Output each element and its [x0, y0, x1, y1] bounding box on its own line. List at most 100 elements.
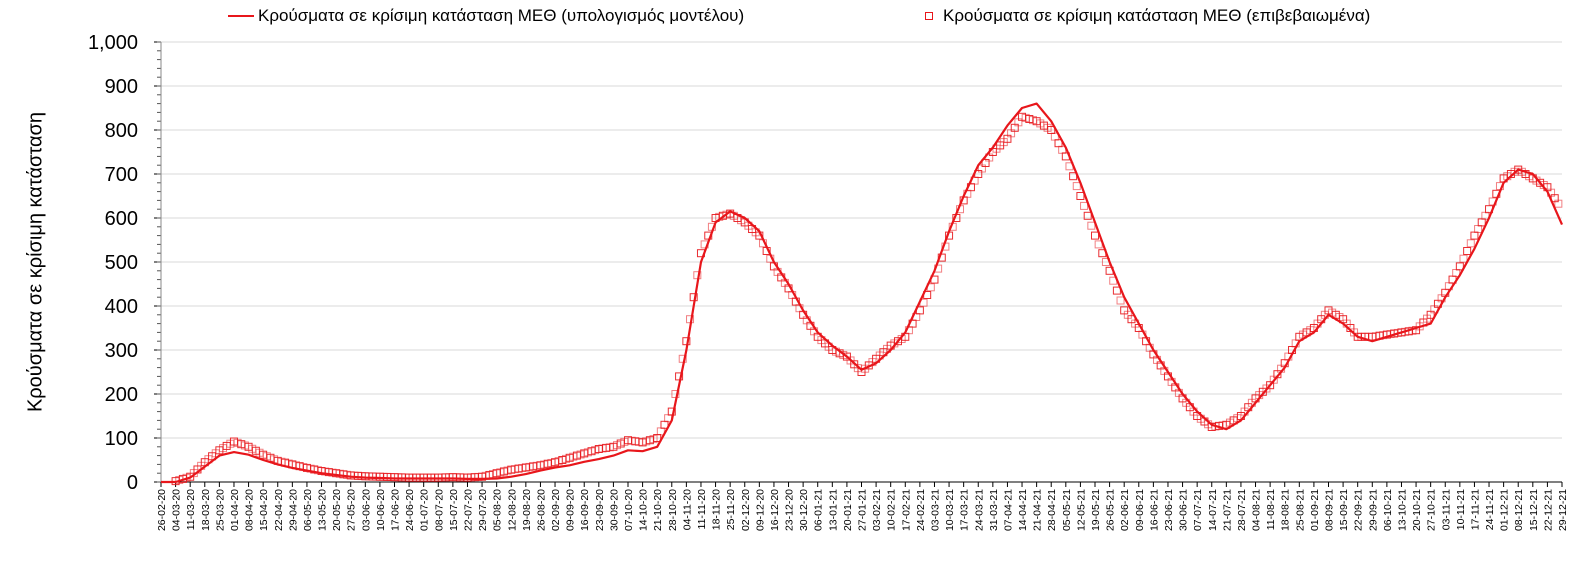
x-tick-label: 18-08-21 [1280, 489, 1292, 531]
x-tick-label: 29-09-21 [1367, 489, 1379, 531]
x-tick-label: 30-09-20 [608, 489, 620, 531]
x-tick-label: 24-11-21 [1484, 489, 1496, 530]
x-tick-label: 15-12-21 [1528, 489, 1540, 531]
y-tick-label: 1,000 [88, 32, 138, 54]
x-tick-label: 22-04-20 [273, 489, 285, 531]
x-tick-label: 17-02-21 [900, 489, 912, 531]
x-tick-label: 26-02-20 [156, 489, 168, 531]
y-tick-label: 0 [127, 472, 138, 494]
x-tick-label: 04-08-21 [1251, 489, 1263, 531]
y-tick-label: 900 [105, 76, 138, 98]
x-tick-label: 20-10-21 [1411, 489, 1423, 531]
x-tick-label: 26-08-20 [535, 489, 547, 531]
x-tick-label: 21-10-20 [652, 489, 664, 531]
x-tick-label: 05-05-21 [1061, 489, 1073, 531]
x-tick-label: 04-11-20 [681, 489, 693, 530]
y-tick-label: 400 [105, 296, 138, 318]
x-tick-label: 22-12-21 [1542, 489, 1554, 531]
x-tick-label: 01-12-21 [1499, 489, 1511, 531]
x-tick-label: 26-05-21 [1105, 489, 1117, 531]
x-tick-label: 02-06-21 [1119, 489, 1131, 531]
x-tick-label: 14-07-21 [1207, 489, 1219, 531]
line-swatch-icon [228, 15, 254, 17]
x-tick-label: 10-03-21 [944, 489, 956, 531]
x-tick-label: 20-01-21 [842, 489, 854, 531]
x-tick-label: 07-04-21 [1002, 489, 1014, 531]
x-tick-label: 02-09-20 [550, 489, 562, 531]
x-tick-label: 10-11-21 [1455, 489, 1467, 530]
y-tick-label: 200 [105, 384, 138, 406]
x-tick-label: 16-06-21 [1148, 489, 1160, 531]
x-tick-label: 17-06-20 [390, 489, 402, 531]
confirmed-series-markers [171, 112, 1563, 486]
x-tick-label: 20-05-20 [331, 489, 343, 531]
x-tick-label: 02-12-20 [740, 489, 752, 531]
x-tick-label: 07-07-21 [1192, 489, 1204, 531]
x-tick-label: 05-08-20 [492, 489, 504, 531]
x-tick-label: 12-05-21 [1075, 489, 1087, 531]
x-tick-label: 19-05-21 [1090, 489, 1102, 531]
x-tick-label: 21-07-21 [1221, 489, 1233, 531]
x-tick-label: 23-06-21 [1163, 489, 1175, 531]
x-tick-label: 18-11-20 [711, 489, 723, 530]
x-tick-label: 16-09-20 [579, 489, 591, 531]
x-tick-label: 08-12-21 [1513, 489, 1525, 531]
legend: Κρούσματα σε κρίσιμη κατάσταση ΜΕΘ (υπολ… [0, 6, 1588, 32]
x-tick-label: 18-03-20 [200, 489, 212, 531]
x-tick-label: 15-04-20 [258, 489, 270, 531]
x-tick-label: 04-03-20 [171, 489, 183, 531]
x-tick-label: 30-12-20 [798, 489, 810, 531]
x-tick-label: 24-02-21 [915, 489, 927, 531]
x-tick-label: 03-11-21 [1440, 489, 1452, 530]
model-series-line [161, 102, 1564, 484]
square-marker-icon [925, 12, 933, 20]
x-tick-label: 10-02-21 [886, 489, 898, 531]
x-tick-label: 24-06-20 [404, 489, 416, 531]
y-tick-label: 300 [105, 340, 138, 362]
x-tick-label: 01-07-20 [419, 489, 431, 531]
x-tick-label: 09-12-20 [754, 489, 766, 531]
y-tick-label: 800 [105, 120, 138, 142]
x-tick-label: 06-01-21 [813, 489, 825, 531]
x-tick-label: 24-03-21 [973, 489, 985, 531]
x-tick-label: 28-04-21 [1046, 489, 1058, 531]
x-tick-label: 14-10-20 [638, 489, 650, 531]
x-tick-label: 22-09-21 [1353, 489, 1365, 531]
x-tick-label: 08-09-21 [1324, 489, 1336, 531]
x-tick-label: 31-03-21 [988, 489, 1000, 531]
x-tick-label: 11-08-21 [1265, 489, 1277, 530]
x-tick-label: 11-11-20 [696, 489, 708, 530]
x-tick-label: 10-06-20 [375, 489, 387, 531]
x-tick-label: 28-10-20 [667, 489, 679, 531]
x-tick-label: 03-02-21 [871, 489, 883, 531]
x-tick-label: 03-03-21 [929, 489, 941, 531]
x-tick-label: 13-01-21 [827, 489, 839, 531]
legend-item-model: Κρούσματα σε κρίσιμη κατάσταση ΜΕΘ (υπολ… [228, 6, 744, 26]
x-tick-label: 27-01-21 [857, 489, 869, 531]
x-tick-label: 25-11-20 [725, 489, 737, 530]
x-tick-label: 15-07-20 [448, 489, 460, 531]
x-tick-label: 23-09-20 [594, 489, 606, 531]
x-tick-label: 06-10-21 [1382, 489, 1394, 531]
x-tick-label: 21-04-21 [1032, 489, 1044, 531]
x-tick-label: 30-06-21 [1178, 489, 1190, 531]
x-tick-label: 08-07-20 [433, 489, 445, 531]
x-tick-label: 27-10-21 [1426, 489, 1438, 531]
x-tick-label: 11-03-20 [185, 489, 197, 530]
legend-label-model: Κρούσματα σε κρίσιμη κατάσταση ΜΕΘ (υπολ… [258, 6, 745, 25]
x-tick-label: 23-12-20 [784, 489, 796, 531]
x-tick-label: 09-06-21 [1134, 489, 1146, 531]
x-tick-label: 27-05-20 [346, 489, 358, 531]
x-tick-label: 25-03-20 [214, 489, 226, 531]
x-tick-label: 13-05-20 [317, 489, 329, 531]
x-tick-label: 25-08-21 [1294, 489, 1306, 531]
legend-label-confirmed: Κρούσματα σε κρίσιμη κατάσταση ΜΕΘ (επιβ… [943, 6, 1371, 25]
x-tick-label: 01-09-21 [1309, 489, 1321, 531]
x-tick-label: 29-12-21 [1557, 489, 1569, 531]
y-tick-label: 100 [105, 428, 138, 450]
x-axis: 26-02-20 04-03-20 11-03-20 18-03-20 25-03-20… [156, 481, 1569, 531]
x-tick-label: 17-11-21 [1469, 489, 1481, 530]
x-tick-label: 17-03-21 [959, 489, 971, 531]
